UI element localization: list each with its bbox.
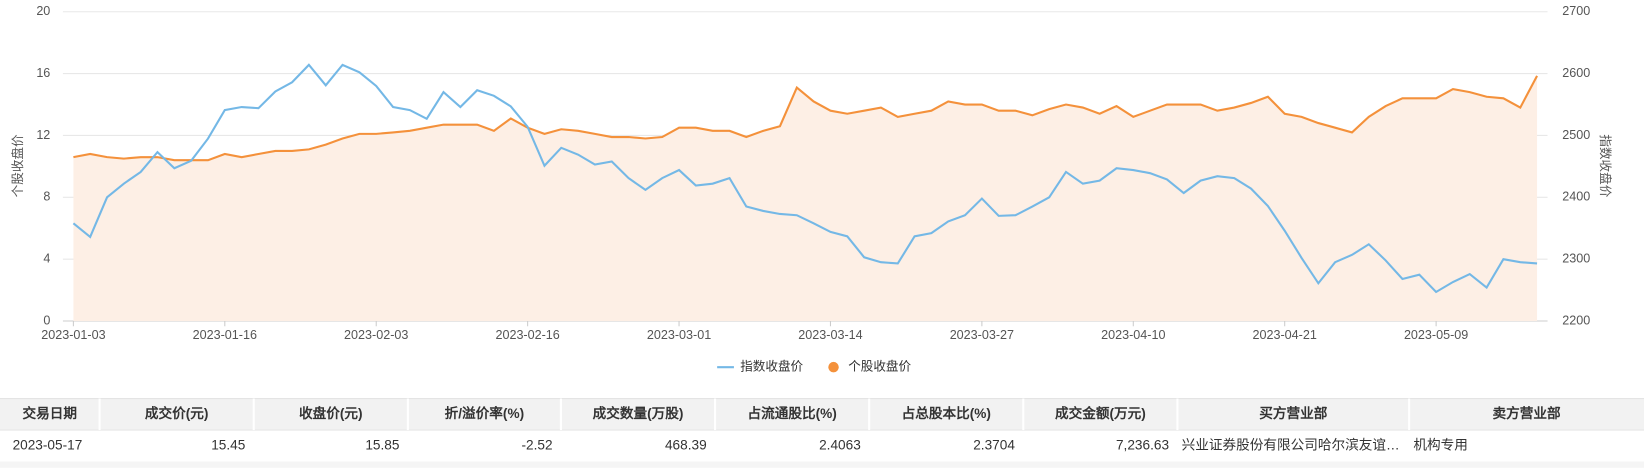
table-header: 占流通股比(%)	[747, 405, 836, 421]
table-header: 成交价(元)	[145, 405, 209, 421]
y-axis-title: 个股收盘价	[10, 134, 25, 197]
y-tick-label: 20	[36, 4, 50, 18]
x-tick-label: 2023-01-03	[41, 328, 105, 342]
table-header: 成交金额(万元)	[1055, 405, 1146, 421]
table-cell: 兴业证券股份有限公司哈尔滨友谊…	[1182, 437, 1400, 452]
table-next-row	[0, 461, 1644, 468]
y-tick-label: 4	[43, 251, 50, 265]
y2-tick-label: 2600	[1562, 66, 1590, 80]
table-header: 成交数量(万股)	[593, 405, 684, 421]
x-tick-label: 2023-04-10	[1101, 328, 1165, 342]
table-header: 收盘价(元)	[299, 405, 363, 421]
y-tick-label: 0	[43, 313, 50, 327]
table-cell: 7,236.63	[1116, 437, 1169, 452]
area	[73, 75, 1538, 322]
legend-label: 指数收盘价	[740, 358, 803, 373]
y2-tick-label: 2400	[1562, 190, 1590, 204]
table-cell: 15.45	[211, 437, 245, 452]
x-tick-label: 2023-03-14	[798, 328, 862, 342]
x-tick-label: 2023-04-21	[1253, 328, 1317, 342]
legend-label: 个股收盘价	[848, 358, 911, 373]
y2-tick-label: 2500	[1562, 128, 1590, 142]
table-header: 买方营业部	[1259, 405, 1327, 421]
table-cell: 2.3704	[973, 437, 1015, 452]
line	[72, 63, 1538, 294]
y2-tick-label: 2700	[1562, 4, 1590, 18]
y-tick-label: 12	[36, 128, 50, 142]
table-header: 卖方营业部	[1493, 405, 1561, 421]
y-tick-label: 8	[43, 190, 50, 204]
x-tick-label: 2023-01-16	[193, 328, 257, 342]
table-cell: -2.52	[521, 437, 552, 452]
table-cell: 2023-05-17	[13, 437, 83, 452]
y2-tick-label: 2300	[1562, 251, 1590, 265]
line	[73, 75, 1538, 162]
x-tick-label: 2023-03-27	[950, 328, 1014, 342]
x-tick-label: 2023-02-16	[495, 328, 559, 342]
legend-marker	[828, 361, 839, 373]
table-header: 折/溢价率(%)	[445, 405, 524, 421]
table-header: 占总股本比(%)	[902, 405, 991, 421]
x-tick-label: 2023-05-09	[1404, 328, 1468, 342]
table-cell: 468.39	[665, 437, 707, 452]
x-tick-label: 2023-02-03	[344, 328, 408, 342]
table-cell: 15.85	[365, 437, 399, 452]
table-header-bg	[0, 398, 1644, 431]
table-cell: 2.4063	[819, 437, 861, 452]
y2-axis-title: 指数收盘价	[1598, 134, 1613, 197]
y-tick-label: 16	[36, 66, 50, 80]
table-cell: 机构专用	[1413, 437, 1468, 452]
x-tick-label: 2023-03-01	[647, 328, 711, 342]
table-header: 交易日期	[23, 405, 77, 421]
y2-tick-label: 2200	[1562, 313, 1590, 327]
